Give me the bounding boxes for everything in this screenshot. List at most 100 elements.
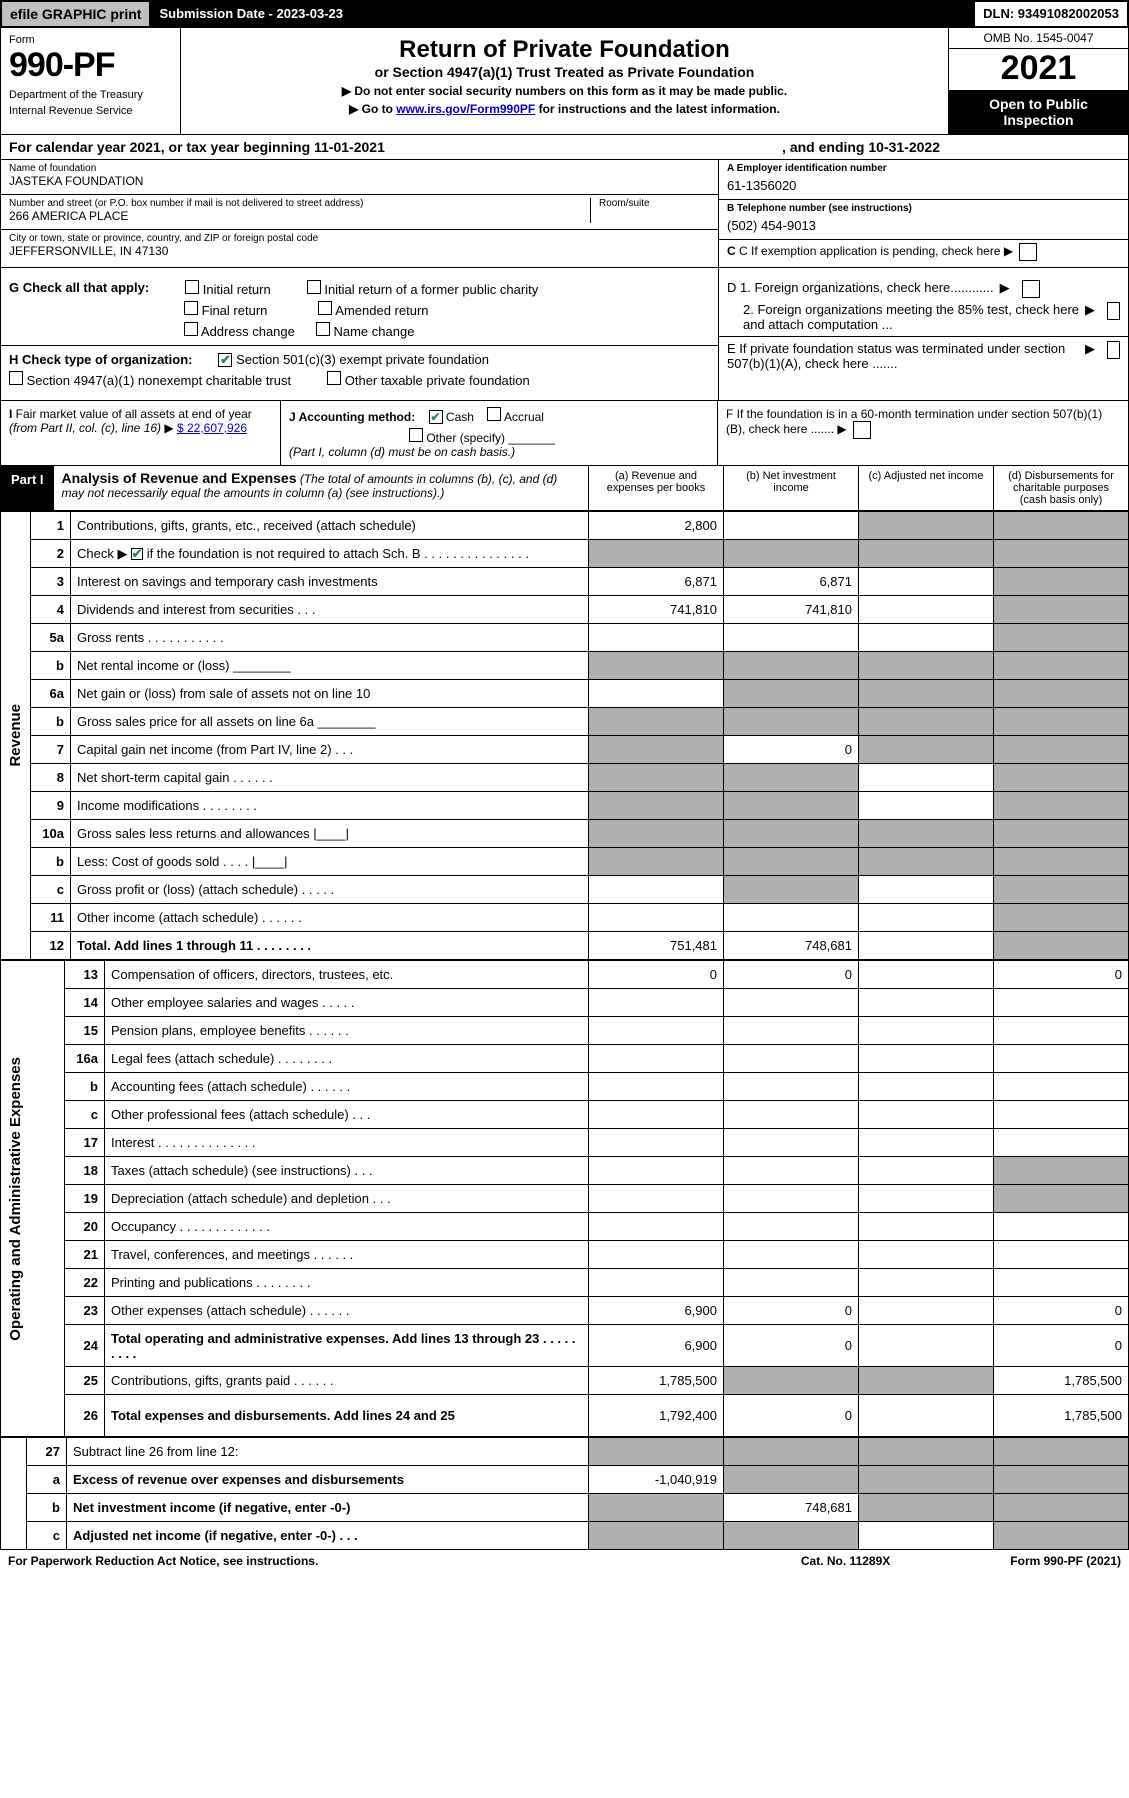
other-taxable-label: Other taxable private foundation xyxy=(345,373,530,388)
row-num: 15 xyxy=(65,1017,105,1045)
row-num: 8 xyxy=(31,764,71,792)
cell-d: 0 xyxy=(994,1325,1129,1367)
cell-d xyxy=(994,989,1129,1017)
cell-a xyxy=(589,540,724,568)
cb-amended[interactable] xyxy=(318,301,332,315)
tel-label: B Telephone number (see instructions) xyxy=(727,203,1120,214)
side-label: Revenue xyxy=(1,512,31,960)
cell-c xyxy=(859,1395,994,1437)
d2: 2. Foreign organizations meeting the 85%… xyxy=(727,302,1120,332)
g-row: G Check all that apply: Initial return I… xyxy=(9,280,710,297)
row-label: Depreciation (attach schedule) and deple… xyxy=(105,1185,589,1213)
cell-d xyxy=(994,1129,1129,1157)
cell-a xyxy=(589,820,724,848)
cb-4947[interactable] xyxy=(9,371,23,385)
cb-final[interactable] xyxy=(184,301,198,315)
cell-b xyxy=(724,1269,859,1297)
row-label: Occupancy . . . . . . . . . . . . . xyxy=(105,1213,589,1241)
identity-block: Name of foundation JASTEKA FOUNDATION Nu… xyxy=(0,160,1129,268)
efile-print-button[interactable]: efile GRAPHIC print xyxy=(2,2,151,26)
row-num: 1 xyxy=(31,512,71,540)
row-label: Income modifications . . . . . . . . xyxy=(71,792,589,820)
row-label: Capital gain net income (from Part IV, l… xyxy=(71,736,589,764)
cb-initial[interactable] xyxy=(185,280,199,294)
cell-c xyxy=(859,1073,994,1101)
cell-d xyxy=(994,1438,1129,1466)
row-label: Net short-term capital gain . . . . . . xyxy=(71,764,589,792)
col-c: (c) Adjusted net income xyxy=(858,466,993,510)
cell-b: 748,681 xyxy=(724,932,859,960)
final-label: Final return xyxy=(202,303,268,318)
row-label: Contributions, gifts, grants paid . . . … xyxy=(105,1367,589,1395)
cell-a xyxy=(589,1241,724,1269)
row-label: Excess of revenue over expenses and disb… xyxy=(67,1466,589,1494)
note2-post: for instructions and the latest informat… xyxy=(535,102,780,116)
cell-b xyxy=(724,680,859,708)
cal-end: , and ending 10-31-2022 xyxy=(782,139,940,155)
cell-d xyxy=(994,680,1129,708)
cell-a xyxy=(589,1494,724,1522)
row-num: 20 xyxy=(65,1213,105,1241)
cell-c xyxy=(859,876,994,904)
row-label: Other employee salaries and wages . . . … xyxy=(105,989,589,1017)
cell-a: 2,800 xyxy=(589,512,724,540)
cell-b: 0 xyxy=(724,1395,859,1437)
d1: D 1. Foreign organizations, check here..… xyxy=(727,280,1120,298)
cb-address[interactable] xyxy=(184,322,198,336)
row-num: 3 xyxy=(31,568,71,596)
side-blank xyxy=(1,1438,27,1550)
cell-a xyxy=(589,708,724,736)
cell-b: 0 xyxy=(724,1325,859,1367)
row-label: Travel, conferences, and meetings . . . … xyxy=(105,1241,589,1269)
row-label: Taxes (attach schedule) (see instruction… xyxy=(105,1157,589,1185)
row-label: Other professional fees (attach schedule… xyxy=(105,1101,589,1129)
cell-a xyxy=(589,848,724,876)
cell-c xyxy=(859,596,994,624)
cb-accrual[interactable] xyxy=(487,407,501,421)
address-label: Address change xyxy=(201,324,295,339)
cell-d xyxy=(994,764,1129,792)
row-num: b xyxy=(31,652,71,680)
cell-c xyxy=(859,848,994,876)
cell-c xyxy=(859,624,994,652)
cb-cash[interactable] xyxy=(429,410,443,424)
cell-c xyxy=(859,764,994,792)
cell-c xyxy=(859,1017,994,1045)
cell-b xyxy=(724,876,859,904)
cb-other-taxable[interactable] xyxy=(327,371,341,385)
row-num: a xyxy=(27,1466,67,1494)
row-label: Other expenses (attach schedule) . . . .… xyxy=(105,1297,589,1325)
note2: ▶ Go to www.irs.gov/Form990PF for instru… xyxy=(193,102,936,116)
name-change-label: Name change xyxy=(333,324,414,339)
row-label: Total. Add lines 1 through 11 . . . . . … xyxy=(71,932,589,960)
telephone: (502) 454-9013 xyxy=(727,214,1120,233)
cb-other[interactable] xyxy=(409,428,423,442)
cell-c xyxy=(859,736,994,764)
row-label: Accounting fees (attach schedule) . . . … xyxy=(105,1073,589,1101)
cell-b xyxy=(724,1185,859,1213)
cell-a xyxy=(589,1073,724,1101)
cell-d xyxy=(994,652,1129,680)
cell-a: 751,481 xyxy=(589,932,724,960)
cell-c xyxy=(859,1185,994,1213)
calendar-year: For calendar year 2021, or tax year begi… xyxy=(0,135,1129,160)
cell-c xyxy=(859,904,994,932)
cell-a: 6,900 xyxy=(589,1297,724,1325)
cell-a: 6,900 xyxy=(589,1325,724,1367)
cell-b xyxy=(724,1213,859,1241)
row-num: 10a xyxy=(31,820,71,848)
fmv-value[interactable]: $ 22,607,926 xyxy=(177,421,247,435)
cb-initial-former[interactable] xyxy=(307,280,321,294)
form-number: 990-PF xyxy=(9,46,172,85)
cell-c xyxy=(859,1213,994,1241)
cell-d xyxy=(994,708,1129,736)
cell-b xyxy=(724,848,859,876)
row-label: Net rental income or (loss) ________ xyxy=(71,652,589,680)
cb-501c3[interactable] xyxy=(218,353,232,367)
form-link[interactable]: www.irs.gov/Form990PF xyxy=(396,102,535,116)
row-label: Less: Cost of goods sold . . . . |____| xyxy=(71,848,589,876)
row-num: 5a xyxy=(31,624,71,652)
cb-name-change[interactable] xyxy=(316,322,330,336)
cell-b xyxy=(724,1017,859,1045)
footer: For Paperwork Reduction Act Notice, see … xyxy=(0,1550,1129,1572)
